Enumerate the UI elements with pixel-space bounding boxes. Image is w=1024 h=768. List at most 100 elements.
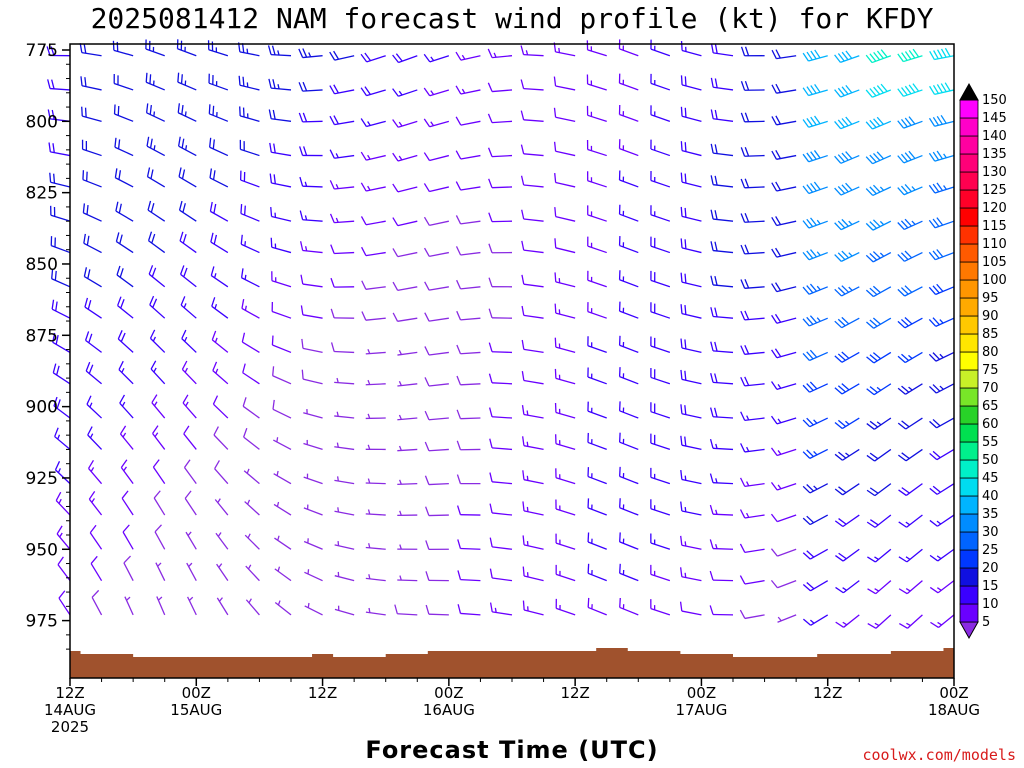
wind-barb <box>928 182 955 194</box>
wind-barb <box>802 483 829 494</box>
wind-barb <box>897 48 923 63</box>
wind-barb <box>304 602 323 616</box>
colorbar-swatch <box>959 495 979 515</box>
wind-barb <box>85 361 102 385</box>
wind-barb <box>680 304 702 319</box>
wind-barb <box>86 395 103 419</box>
wind-barb <box>802 217 828 229</box>
wind-barb <box>456 505 481 516</box>
wind-barb <box>835 580 860 594</box>
wind-barb <box>146 136 166 157</box>
wind-barb <box>680 470 702 485</box>
wind-barb <box>618 335 639 354</box>
colorbar-swatch <box>959 585 979 605</box>
wind-barb <box>834 116 860 130</box>
wind-barb <box>740 80 765 91</box>
wind-barb <box>456 440 481 451</box>
wind-barb <box>587 498 607 516</box>
wind-barb <box>178 136 197 157</box>
wind-barb <box>298 81 323 92</box>
wind-barb <box>522 600 544 616</box>
wind-barb <box>680 106 702 122</box>
wind-barb <box>114 137 134 157</box>
wind-barb <box>587 467 607 485</box>
wind-barb <box>740 310 765 321</box>
wind-barb <box>147 200 166 222</box>
wind-barb <box>834 250 860 262</box>
wind-barb <box>802 349 828 362</box>
wind-barb <box>650 139 671 157</box>
wind-barb <box>928 249 955 261</box>
colorbar-swatch <box>959 99 979 119</box>
colorbar-label: 130 <box>982 165 1007 180</box>
colorbar-swatch <box>959 315 979 335</box>
wind-barb <box>488 178 513 189</box>
colorbar-swatch <box>959 171 979 191</box>
wind-barb <box>361 246 386 257</box>
wind-barb <box>865 219 892 231</box>
wind-barb <box>178 200 197 222</box>
colorbar-label: 75 <box>982 363 999 378</box>
wind-barb <box>489 503 513 516</box>
wind-barb <box>618 104 639 122</box>
wind-barb <box>455 215 481 225</box>
wind-barb <box>618 270 639 288</box>
wind-barb <box>586 139 607 157</box>
wind-barb <box>802 548 829 560</box>
wind-barb <box>58 590 71 616</box>
wind-barb <box>330 244 355 255</box>
wind-barb <box>216 597 229 616</box>
chart-title: 2025081412 NAM forecast wind profile (kt… <box>91 2 934 35</box>
wind-barb <box>898 548 923 563</box>
wind-barb <box>587 205 607 222</box>
wind-barb <box>274 600 292 616</box>
wind-barb <box>619 597 639 616</box>
wind-barb <box>360 52 386 63</box>
wind-barb <box>928 150 955 162</box>
wind-barb <box>834 383 860 395</box>
wind-barb <box>866 351 892 364</box>
wind-barb <box>455 150 481 160</box>
wind-barb <box>120 459 134 485</box>
wind-barb <box>271 335 292 354</box>
wind-barb <box>123 555 134 581</box>
wind-barb <box>587 563 607 582</box>
wind-barb <box>244 499 260 516</box>
wind-barb <box>365 607 386 616</box>
wind-barb <box>178 167 197 188</box>
wind-barb <box>365 444 386 451</box>
wind-barb <box>650 499 671 516</box>
wind-barb <box>680 435 702 451</box>
wind-barb <box>392 53 418 64</box>
colorbar-label: 70 <box>982 381 999 396</box>
wind-barb <box>50 236 71 254</box>
wind-barb <box>771 149 797 160</box>
colorbar-swatch <box>959 441 979 461</box>
wind-barb <box>522 566 544 582</box>
colorbar-swatch <box>959 279 979 299</box>
wind-barb <box>771 181 797 192</box>
wind-barb <box>834 84 860 98</box>
wind-barb <box>709 473 734 485</box>
wind-barb <box>182 394 197 419</box>
wind-barb <box>521 371 544 385</box>
wind-barb <box>834 448 860 461</box>
wind-barb <box>54 427 71 450</box>
wind-barb <box>361 280 386 290</box>
wind-barb <box>680 41 702 57</box>
wind-barb <box>156 596 166 616</box>
y-tick-label: 825 <box>26 184 58 204</box>
wind-barb <box>239 170 260 188</box>
wind-barb <box>650 302 671 319</box>
wind-barb <box>267 45 292 57</box>
wind-barb <box>487 48 513 59</box>
wind-barb <box>119 425 134 450</box>
wind-barb <box>928 317 955 327</box>
wind-barb <box>488 212 513 223</box>
wind-barb <box>456 310 481 321</box>
wind-barb <box>83 267 102 288</box>
wind-barb <box>897 417 923 430</box>
wind-barb <box>680 141 702 157</box>
colorbar-label: 30 <box>982 525 999 540</box>
